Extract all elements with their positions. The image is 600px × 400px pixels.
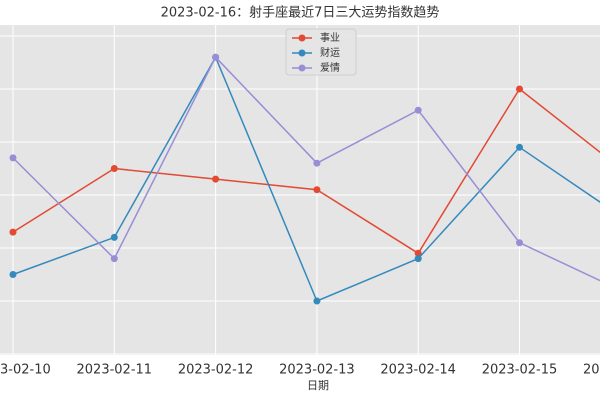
x-axis-label: 日期 xyxy=(307,379,329,392)
point xyxy=(516,239,523,247)
point xyxy=(9,228,17,236)
x-tick-label: 2023-02-11 xyxy=(77,363,153,378)
point xyxy=(110,233,118,241)
point xyxy=(313,159,321,167)
x-tick-label: 2023-02-10 xyxy=(0,363,51,378)
legend-label: 事业 xyxy=(320,31,340,44)
point xyxy=(212,53,220,61)
point xyxy=(110,255,118,263)
legend-marker xyxy=(298,34,306,42)
point xyxy=(313,297,321,305)
legend-label: 爱情 xyxy=(320,61,340,74)
point xyxy=(414,106,422,114)
point xyxy=(110,165,118,172)
point xyxy=(414,249,422,257)
point xyxy=(9,154,17,162)
x-tick-label: 2023-02-16 xyxy=(583,363,600,378)
point xyxy=(212,175,220,183)
legend-label: 财运 xyxy=(320,46,340,59)
point xyxy=(313,186,321,194)
point xyxy=(414,255,422,263)
plot-area xyxy=(0,25,600,355)
legend-marker xyxy=(298,64,306,72)
point xyxy=(9,271,17,278)
legend-marker xyxy=(298,49,306,57)
x-tick-label: 2023-02-14 xyxy=(380,363,456,378)
point xyxy=(516,143,523,151)
x-tick-label: 2023-02-13 xyxy=(279,363,355,378)
point xyxy=(516,85,523,93)
x-tick-label: 2023-02-12 xyxy=(178,363,254,378)
x-tick-label: 2023-02-15 xyxy=(482,363,558,378)
chart-title: 2023-02-16：射手座最近7日三大运势指数趋势 xyxy=(161,5,440,21)
